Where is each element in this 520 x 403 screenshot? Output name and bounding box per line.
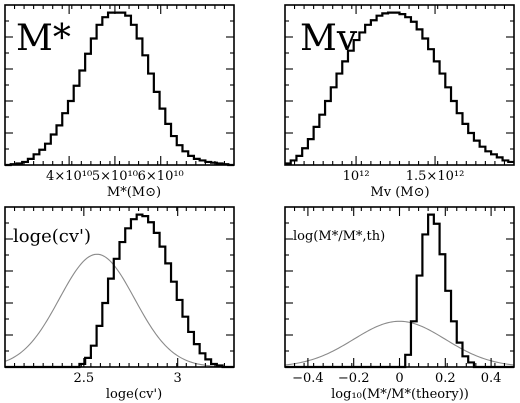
x-tick-label: −0.4 [292,371,324,386]
panel-stellar-mass-frame [4,4,235,166]
panel-virial-mass-xlabel: Mv (M⊙) [370,185,429,200]
panel-stellar-mass-histogram [5,11,234,167]
panel-mass-ratio-title: log(M*/M*,th) [293,229,385,244]
panel-stellar-mass: 4×10¹⁰ 5×10¹⁰ 6×10¹⁰ M* M*(M⊙) [4,4,235,200]
x-tick-label: 4×10¹⁰ [46,169,92,184]
x-tick-label: 0.4 [481,371,502,386]
panel-mass-ratio-xlabel: log₁₀(M*/M*(theory)) [331,387,469,402]
x-tick-label: 2.5 [73,371,94,386]
x-tick-label: 0 [395,371,403,386]
x-tick-label: 3 [174,371,182,386]
x-tick-label: 5×10¹⁰ [92,169,138,184]
panel-stellar-mass-xlabel: M*(M⊙) [107,185,161,200]
panel-mass-ratio-gaussian-line [284,320,515,366]
panel-virial-mass-title: Mv [300,18,358,59]
panel-virial-mass-histogram-line [285,11,514,165]
panel-mass-ratio-frame [284,206,515,368]
panel-virial-mass-frame [284,4,515,166]
panel-concentration-ticks: 2.5 3 [5,207,234,386]
panel-virial-mass: 10¹² 1.5×10¹² Mv Mv (M⊙) [284,4,515,200]
panel-concentration: 2.5 3 loge(cv') loge(cv') [4,206,235,402]
x-tick-label: 1.5×10¹² [406,169,465,184]
panel-concentration-frame [4,206,235,368]
panel-mass-ratio: −0.4 −0.2 0 0.2 0.4 log(M*/M*,th) log₁₀(M*/M… [284,206,515,402]
panel-stellar-mass-ticks: 4×10¹⁰ 5×10¹⁰ 6×10¹⁰ [5,5,234,184]
panel-stellar-mass-title: M* [16,18,71,59]
x-tick-label: 6×10¹⁰ [138,169,184,184]
panel-virial-mass-histogram [285,11,514,165]
panel-stellar-mass-histogram-line [5,11,234,167]
x-tick-label: −0.2 [338,371,370,386]
panel-concentration-title: loge(cv') [13,226,91,247]
panel-mass-ratio-curve [284,320,515,366]
panel-mass-ratio-ticks: −0.4 −0.2 0 0.2 0.4 [285,207,514,386]
panel-concentration-xlabel: loge(cv') [106,387,162,402]
x-tick-label: 10¹² [343,169,370,184]
x-tick-label: 0.2 [435,371,456,386]
panel-virial-mass-ticks: 10¹² 1.5×10¹² [285,5,514,184]
